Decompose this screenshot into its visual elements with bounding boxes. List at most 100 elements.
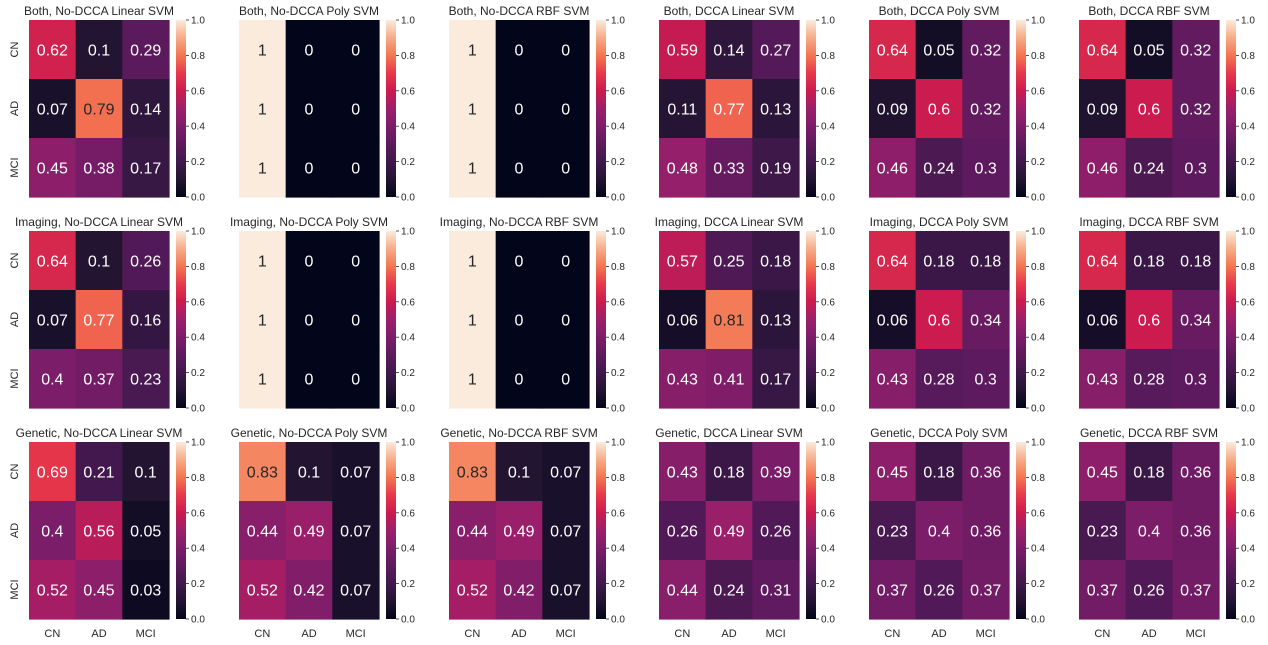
heatmap-cell xyxy=(705,138,753,198)
heatmap-cell xyxy=(1079,442,1127,502)
colorbar-tick-label: 0.2 xyxy=(1241,579,1255,590)
cell-value-label: 0.62 xyxy=(37,43,68,60)
colorbar-tick-label: 0.0 xyxy=(611,615,625,626)
heatmap-cell xyxy=(75,501,123,561)
colorbar-tick-label: 1.0 xyxy=(611,16,625,27)
heatmap-cell xyxy=(542,79,590,139)
heatmap-cell xyxy=(332,349,380,409)
heatmap-cell xyxy=(915,138,963,198)
cell-value-label: 0.64 xyxy=(1087,43,1118,60)
colorbar-tick-label: 0.0 xyxy=(611,193,625,204)
colorbar-tick-label: 1.0 xyxy=(191,16,205,27)
heatmap-cell xyxy=(332,290,380,350)
heatmap-cell xyxy=(962,231,1010,291)
heatmap-title: Both, DCCA RBF SVM xyxy=(1088,4,1209,18)
heatmap-title: Both, No-DCCA Linear SVM xyxy=(24,4,174,18)
colorbar xyxy=(386,20,396,197)
heatmap-cell xyxy=(449,138,497,198)
heatmap-cell xyxy=(449,560,497,620)
col-label: MCI xyxy=(346,628,366,640)
colorbar-tick-label: 0.8 xyxy=(191,262,205,273)
colorbar-tick-label: 0.6 xyxy=(1031,508,1045,519)
colorbar xyxy=(1226,231,1236,408)
colorbar xyxy=(596,231,606,408)
heatmap-cell xyxy=(1172,442,1220,502)
colorbar-tick-label: 0.0 xyxy=(821,615,835,626)
colorbar-tick-label: 0.4 xyxy=(1241,544,1255,555)
colorbar-tick-label: 0.0 xyxy=(1241,615,1255,626)
heatmap-cell xyxy=(449,290,497,350)
heatmap-title: Genetic, No-DCCA Poly SVM xyxy=(231,426,388,440)
colorbar xyxy=(176,20,186,197)
colorbar-tick-label: 0.0 xyxy=(1031,404,1045,415)
colorbar-tick-label: 0.4 xyxy=(401,333,415,344)
heatmap-panel: Imaging, No-DCCA RBF SVM 1 0 0 1 0 0 1 0 0 0.0 0.2 0… xyxy=(440,215,626,415)
heatmap-cell xyxy=(542,349,590,409)
cell-value-label: 0.06 xyxy=(877,313,908,330)
colorbar-tick-label: 0.6 xyxy=(821,86,835,97)
cell-value-label: 0.4 xyxy=(41,524,63,541)
heatmap-cell xyxy=(659,231,707,291)
cell-value-label: 0.06 xyxy=(1087,313,1118,330)
colorbar-tick-label: 1.0 xyxy=(1031,16,1045,27)
cell-value-label: 0.42 xyxy=(503,583,534,600)
cell-value-label: 0.34 xyxy=(1180,313,1211,330)
cell-value-label: 0.64 xyxy=(1087,254,1118,271)
heatmap-cell xyxy=(495,560,543,620)
cell-value-label: 0.3 xyxy=(975,161,997,178)
cell-value-label: 0.31 xyxy=(760,583,791,600)
colorbar-tick-label: 1.0 xyxy=(191,227,205,238)
heatmap-cell xyxy=(1125,138,1173,198)
heatmap-cell xyxy=(239,231,287,291)
cell-value-label: 0.48 xyxy=(667,161,698,178)
colorbar-tick-label: 0.6 xyxy=(401,297,415,308)
heatmap-cell xyxy=(29,79,77,139)
heatmap-cell xyxy=(332,20,380,80)
cell-value-label: 0 xyxy=(561,372,570,389)
heatmap-cell xyxy=(915,560,963,620)
col-label: CN xyxy=(464,628,480,640)
heatmap-cell xyxy=(29,560,77,620)
heatmap-cell xyxy=(239,79,287,139)
colorbar-tick-label: 1.0 xyxy=(821,16,835,27)
colorbar-tick-label: 0.8 xyxy=(1241,473,1255,484)
cell-value-label: 0.25 xyxy=(713,254,744,271)
cell-value-label: 0.28 xyxy=(1133,372,1164,389)
colorbar-tick-label: 0.0 xyxy=(191,404,205,415)
heatmap-cell xyxy=(915,20,963,80)
cell-value-label: 1 xyxy=(258,43,267,60)
cell-value-label: 0 xyxy=(561,313,570,330)
heatmap-panel: Genetic, No-DCCA RBF SVM 0.83 0.1 0.07 0.44 0… xyxy=(440,426,625,640)
cell-value-label: 0 xyxy=(515,254,524,271)
col-label: AD xyxy=(1141,628,1156,640)
heatmap-cell xyxy=(869,560,917,620)
heatmap-cell xyxy=(869,20,917,80)
colorbar-tick-label: 0.2 xyxy=(401,368,415,379)
heatmap-cell xyxy=(122,138,170,198)
cell-value-label: 1 xyxy=(468,161,477,178)
heatmap-cell xyxy=(75,138,123,198)
heatmap-cell xyxy=(962,290,1010,350)
heatmap-cell xyxy=(752,290,800,350)
colorbar-tick-label: 0.0 xyxy=(821,193,835,204)
cell-value-label: 0.81 xyxy=(713,313,744,330)
cell-value-label: 0.64 xyxy=(877,254,908,271)
heatmap-cell xyxy=(449,501,497,561)
heatmap-cell xyxy=(75,20,123,80)
heatmap-title: Both, No-DCCA Poly SVM xyxy=(239,4,379,18)
heatmap-cell xyxy=(285,349,333,409)
colorbar-tick-label: 0.2 xyxy=(611,368,625,379)
colorbar-tick-label: 0.4 xyxy=(1031,333,1045,344)
cell-value-label: 0.09 xyxy=(1087,102,1118,119)
cell-value-label: 0.06 xyxy=(667,313,698,330)
cell-value-label: 0.17 xyxy=(130,161,161,178)
heatmap-cell xyxy=(705,231,753,291)
colorbar-tick-label: 0.6 xyxy=(611,508,625,519)
heatmap-cell xyxy=(449,231,497,291)
colorbar xyxy=(1016,442,1026,619)
row-label: MCI xyxy=(9,368,21,388)
cell-value-label: 1 xyxy=(258,313,267,330)
cell-value-label: 0.1 xyxy=(508,465,530,482)
heatmap-cell xyxy=(495,349,543,409)
heatmap-cell xyxy=(1172,138,1220,198)
